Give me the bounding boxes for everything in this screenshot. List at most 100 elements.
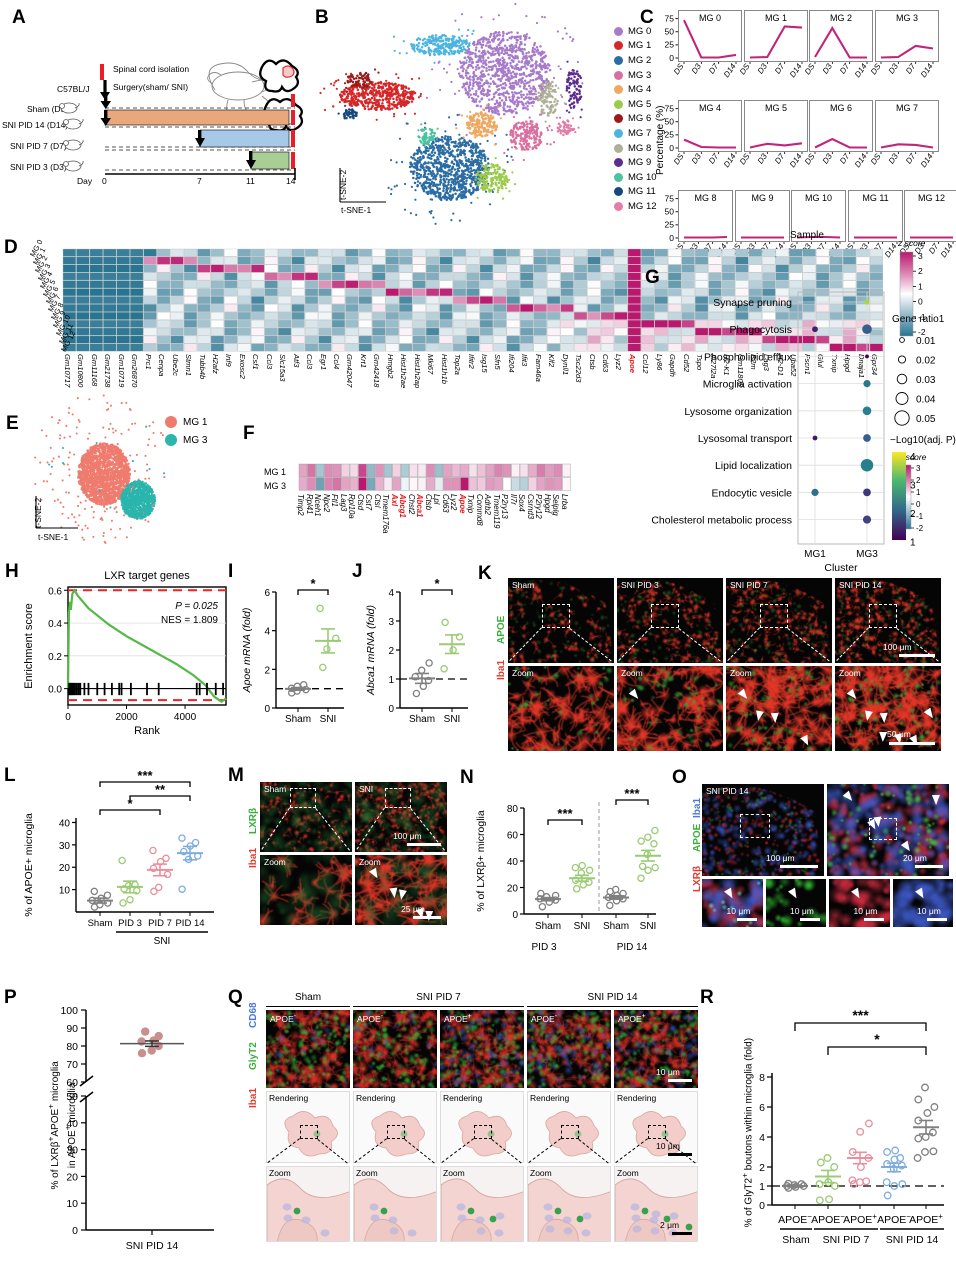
panel-a-row-label-2: SNI PID 7 (D7) [10, 141, 67, 151]
panel-k-scale-bottom-label: 50 μm [887, 729, 911, 739]
panel-q-render-box [648, 1125, 666, 1139]
panel-d-col-label: Gm26870 [130, 354, 140, 388]
panel-k-top-image [508, 578, 614, 663]
micrograph-image [355, 782, 447, 852]
panel-letter-j: J [352, 561, 363, 582]
svg-text:D14: D14 [918, 62, 934, 80]
svg-text:25: 25 [665, 40, 675, 50]
arrowhead-icon [878, 731, 888, 743]
panel-g-dot [860, 458, 874, 472]
panel-m-zoom-box [290, 788, 316, 808]
legend-dot-icon [614, 143, 623, 153]
svg-text:50: 50 [665, 27, 675, 37]
panel-b-legend-label: MG 1 [628, 40, 652, 52]
panel-k-zoom-box [651, 604, 679, 628]
panel-f-row-label: MG 3 [264, 480, 287, 491]
panel-b-legend-item: MG 10 [614, 170, 657, 185]
panel-e-axes [26, 492, 96, 540]
panel-o-scale-main-bar [780, 865, 818, 868]
data-point [319, 663, 327, 672]
panel-m-zoom-label: Zoom [264, 857, 286, 867]
micrograph-image [508, 578, 614, 663]
panel-q-group-header: SNI PID 7 [416, 992, 461, 1003]
panel-q-fluor-image [440, 1010, 524, 1088]
panel-b-legend-label: MG 0 [628, 25, 652, 37]
panel-q-rendering-image [353, 1091, 437, 1163]
panel-letter-e: E [6, 413, 19, 434]
panel-d-col-label: Gm10800 [76, 354, 86, 388]
panel-e-x-axis-label: t-SNE-1 [38, 532, 69, 542]
legend-dot-icon [614, 172, 623, 182]
panel-a-row-label-1: SNI PID 14 (D14) [2, 120, 69, 130]
panel-g-dot [862, 406, 872, 416]
panel-q-column-label: APOE- [357, 1012, 383, 1024]
panel-letter-c: C [640, 7, 654, 28]
panel-d-col-label: Hmgb2 [385, 354, 395, 379]
panel-d-col-label: Ccl4 [332, 354, 341, 370]
data-point [638, 862, 647, 871]
panel-j-plot: 0 1 2 3 4 * Sham SNI Abca1 mRNA (fold) [364, 568, 474, 748]
panel-r-plot: 0 1 2 4 6 8 *** * APOE− APOE− APOE+ APOE− APOE+ Sham S… [700, 995, 956, 1265]
panel-letter-h: H [5, 561, 19, 582]
micrograph-image [440, 1010, 524, 1088]
panel-d-col-label: Slc15a3 [278, 354, 288, 382]
panel-d-col-label: Isg15 [479, 354, 489, 373]
data-point [118, 856, 126, 865]
panel-f-col-label: Rpl10a [347, 494, 356, 519]
panel-o-channel-image [702, 879, 763, 927]
panel-k-scale-top-label: 100 μm [883, 642, 912, 652]
panel-m-zoom-image [355, 855, 447, 925]
panel-f-col-label: Lyz2 [449, 494, 458, 511]
panel-q-rendering-image [266, 1091, 350, 1163]
data-point [538, 902, 547, 911]
panel-m-zoom-label: Zoom [359, 857, 381, 867]
svg-text:MG 1: MG 1 [764, 13, 786, 23]
panel-a-legend-surgery: Surgery(sham/ SNI) [113, 82, 189, 92]
panel-k-channel-1: APOE [496, 615, 507, 644]
micrograph-image [353, 1010, 437, 1088]
panel-k-zoom-image [726, 666, 832, 751]
panel-f-col-label: Lrba [559, 494, 569, 510]
micrograph-image [726, 666, 832, 751]
panel-q-zoom-image [614, 1166, 698, 1242]
panel-k-zoom-label: Zoom [839, 668, 861, 678]
panel-letter-a: A [12, 7, 26, 28]
data-point [150, 887, 158, 896]
legend-dot-icon [165, 434, 177, 446]
panel-a-legend-isolation: Spinal cord isolation [113, 64, 190, 74]
svg-text:MG 0: MG 0 [699, 13, 721, 23]
panel-f-col-label: Ftl1 [330, 494, 339, 507]
panel-a-row-label-3: SNI PID 3 (D3) [10, 162, 67, 172]
panel-q-scale-row2-bar [668, 1153, 692, 1156]
panel-f-col-label: Txnip [466, 494, 475, 514]
panel-b-legend-item: MG 4 [614, 82, 657, 97]
data-point [178, 885, 186, 893]
svg-text:MG 9: MG 9 [751, 193, 773, 203]
micrograph-image [614, 1010, 698, 1088]
panel-q-zoom-image [440, 1166, 524, 1242]
panel-q-group-underline [266, 1006, 350, 1007]
panel-b-legend-label: MG 3 [628, 69, 652, 81]
panel-m-top-image [260, 782, 352, 852]
panel-d-col-label: Fam46a [533, 354, 543, 382]
panel-q-column-label: APOE- [270, 1012, 296, 1024]
data-point [651, 863, 659, 872]
panel-letter-r: R [700, 987, 714, 1008]
panel-b-legend-item: MG 5 [614, 97, 657, 112]
panel-l-plot: 10 20 30 40 * ** *** Sham PID 3 PID 7 PID 14 SNI% o… [18, 768, 228, 960]
panel-p-plot: 0 10 20 30 40 50 60 70 80 90 100 SNI PID 14% of LXR… [14, 990, 229, 1265]
micrograph-image [827, 784, 949, 876]
svg-text:MG 7: MG 7 [895, 103, 917, 113]
panel-q-group-underline [527, 1006, 698, 1007]
panel-o-scale-small-bar [863, 918, 884, 921]
panel-d-col-label: Mki67 [426, 354, 436, 375]
panel-d-col-label: Prc1 [143, 354, 153, 370]
panel-d-col-label: Sfn5 [493, 354, 503, 370]
micrograph-image [617, 578, 723, 663]
panel-o-scale-small-label: 10 μm [790, 906, 814, 916]
panel-d-col-label: Inf9 [224, 354, 234, 367]
